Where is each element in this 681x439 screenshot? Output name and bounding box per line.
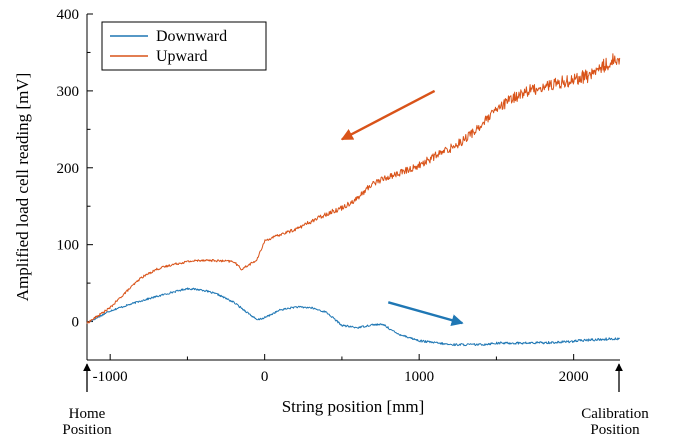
y-tick-label: 100 [57, 238, 80, 254]
x-tick-label: 2000 [559, 369, 589, 385]
y-tick-label: 200 [57, 161, 80, 177]
home-position-annotation: Home Position [62, 363, 112, 438]
direction-arrow-upward [340, 89, 436, 141]
direction-arrow-downward [387, 301, 464, 326]
legend-box [101, 21, 267, 71]
home-position-label-line2: Position [62, 422, 112, 438]
x-tick-label: -1000 [93, 369, 128, 385]
legend: Downward Upward [101, 21, 267, 71]
y-tick-label: 400 [57, 7, 80, 23]
y-tick-label: 300 [57, 84, 80, 100]
x-axis-label: String position [mm] [282, 397, 425, 416]
plot-area: -1000 0 1000 2000 0 100 200 300 400 [57, 7, 621, 385]
calibration-position-label-line2: Position [590, 422, 640, 438]
calibration-position-label-line1: Calibration [581, 406, 649, 422]
x-tick-label: 1000 [404, 369, 434, 385]
home-position-label-line1: Home [69, 406, 106, 422]
y-axis-label: Amplified load cell reading [mV] [13, 73, 32, 301]
x-tick-label: 0 [261, 369, 269, 385]
series-line-downward [86, 287, 620, 347]
legend-label-downward: Downward [156, 28, 227, 45]
series-line-upward [86, 53, 621, 324]
calibration-position-annotation: Calibration Position [581, 363, 649, 438]
y-tick-label: 0 [72, 315, 80, 331]
legend-label-upward: Upward [156, 48, 208, 65]
